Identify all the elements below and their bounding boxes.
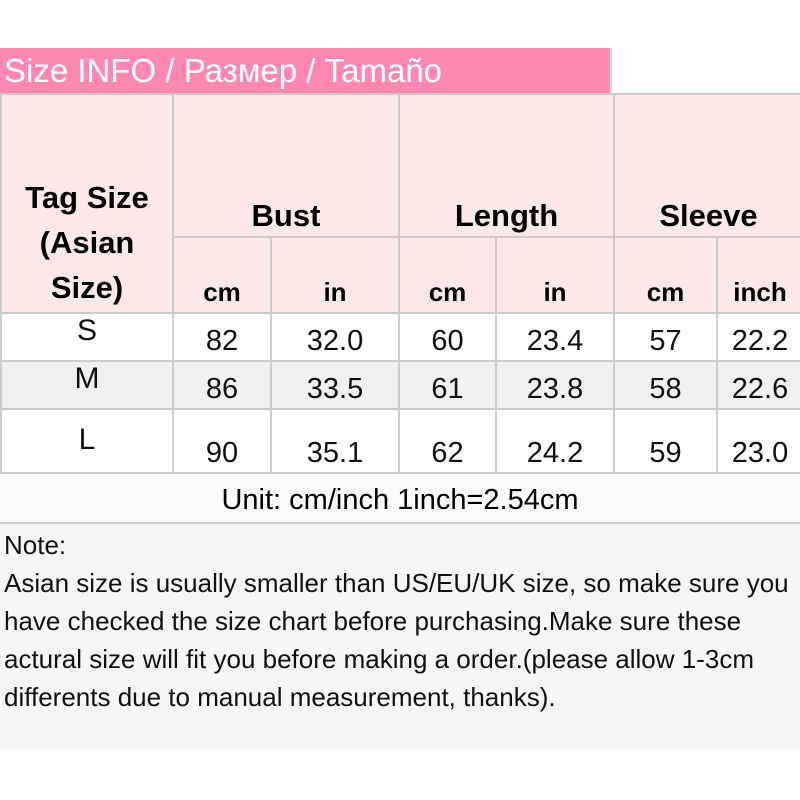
measurement-cell: 24.2 (495, 408, 615, 474)
measurement-cell: 61 (398, 360, 497, 410)
measurement-cell: 58 (613, 360, 718, 410)
size-label: S (0, 312, 174, 362)
measurement-cell: 86 (172, 360, 272, 410)
header-bust: Bust (172, 93, 400, 238)
size-label: M (0, 360, 174, 410)
header-unit: in (495, 236, 615, 314)
size-label: L (0, 408, 174, 474)
measurement-cell: 35.1 (270, 408, 400, 474)
header-unit: cm (613, 236, 718, 314)
measurement-cell: 90 (172, 408, 272, 474)
note-text: Asian size is usually smaller than US/EU… (4, 568, 789, 712)
measurement-cell: 23.4 (495, 312, 615, 362)
measurement-cell: 57 (613, 312, 718, 362)
unit-note: Unit: cm/inch 1inch=2.54cm (0, 472, 800, 524)
measurement-cell: 22.2 (716, 312, 800, 362)
header-sleeve: Sleeve (613, 93, 800, 238)
measurement-cell: 23.0 (716, 408, 800, 474)
header-length: Length (398, 93, 615, 238)
measurement-cell: 62 (398, 408, 497, 474)
note-section: Note: Asian size is usually smaller than… (0, 524, 800, 750)
measurement-cell: 59 (613, 408, 718, 474)
measurement-cell: 23.8 (495, 360, 615, 410)
page-title: Size INFO / Размер / Tamaño (0, 48, 612, 93)
measurement-cell: 82 (172, 312, 272, 362)
measurement-cell: 32.0 (270, 312, 400, 362)
header-unit: cm (398, 236, 497, 314)
header-unit: in (270, 236, 400, 314)
measurement-cell: 33.5 (270, 360, 400, 410)
header-tag-size: Tag Size (Asian Size) (0, 93, 174, 314)
measurement-cell: 60 (398, 312, 497, 362)
measurement-cell: 22.6 (716, 360, 800, 410)
header-unit: inch (716, 236, 800, 314)
header-unit: cm (172, 236, 272, 314)
note-label: Note: (4, 530, 67, 560)
